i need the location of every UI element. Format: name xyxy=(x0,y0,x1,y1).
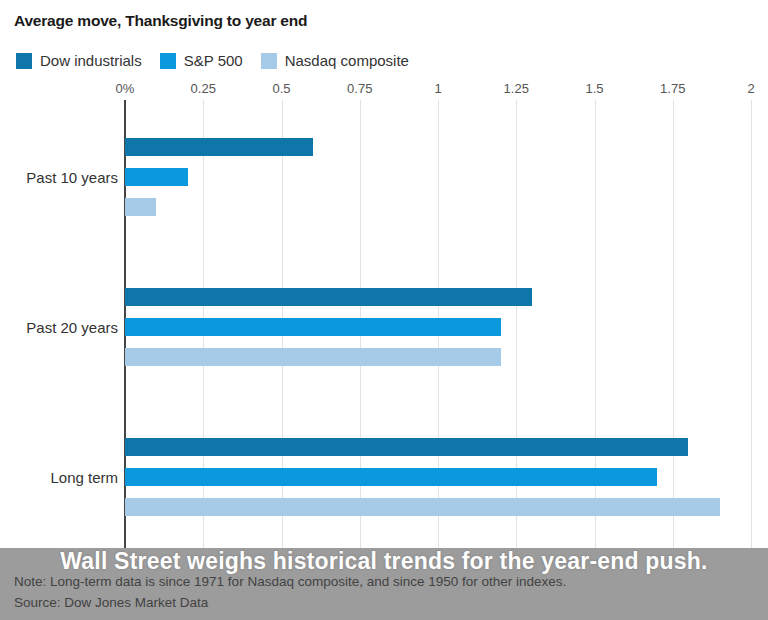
gridline xyxy=(673,100,674,553)
bar-dow-industrials-past-10-years xyxy=(125,138,313,156)
bar-nasdaq-composite-past-20-years xyxy=(125,348,501,366)
caption-source: Source: Dow Jones Market Data xyxy=(14,595,208,610)
x-axis-tick-label: 0.5 xyxy=(272,81,290,96)
gridline xyxy=(751,100,752,553)
x-axis-tick-label: 0% xyxy=(116,81,135,96)
x-axis-tick-label: 1 xyxy=(434,81,441,96)
x-axis-tick-label: 1.75 xyxy=(660,81,685,96)
x-axis-tick-label: 0.25 xyxy=(191,81,216,96)
bar-nasdaq-composite-past-10-years xyxy=(125,198,156,216)
bar-nasdaq-composite-long-term xyxy=(125,498,720,516)
bar-s-p-500-long-term xyxy=(125,468,657,486)
x-axis-tick-label: 1.25 xyxy=(504,81,529,96)
bar-dow-industrials-long-term xyxy=(125,438,688,456)
chart-screenshot: Average move, Thanksgiving to year end D… xyxy=(0,0,768,620)
caption-headline: Wall Street weighs historical trends for… xyxy=(0,548,768,575)
caption-note: Note: Long-term data is since 1971 for N… xyxy=(14,574,566,589)
category-label: Past 20 years xyxy=(8,319,118,336)
x-axis-tick-label: 1.5 xyxy=(585,81,603,96)
caption-overlay: Wall Street weighs historical trends for… xyxy=(0,548,768,620)
x-axis-tick-label: 0.75 xyxy=(347,81,372,96)
x-axis-tick-label: 2 xyxy=(747,81,754,96)
category-label: Long term xyxy=(8,469,118,486)
category-label: Past 10 years xyxy=(8,169,118,186)
bar-s-p-500-past-10-years xyxy=(125,168,188,186)
bar-dow-industrials-past-20-years xyxy=(125,288,532,306)
bar-s-p-500-past-20-years xyxy=(125,318,501,336)
bar-chart-plot-area: 0% 0.25 0.5 0.75 1 1.25 1.5 1.75 2 Past 10 years P… xyxy=(0,0,768,620)
